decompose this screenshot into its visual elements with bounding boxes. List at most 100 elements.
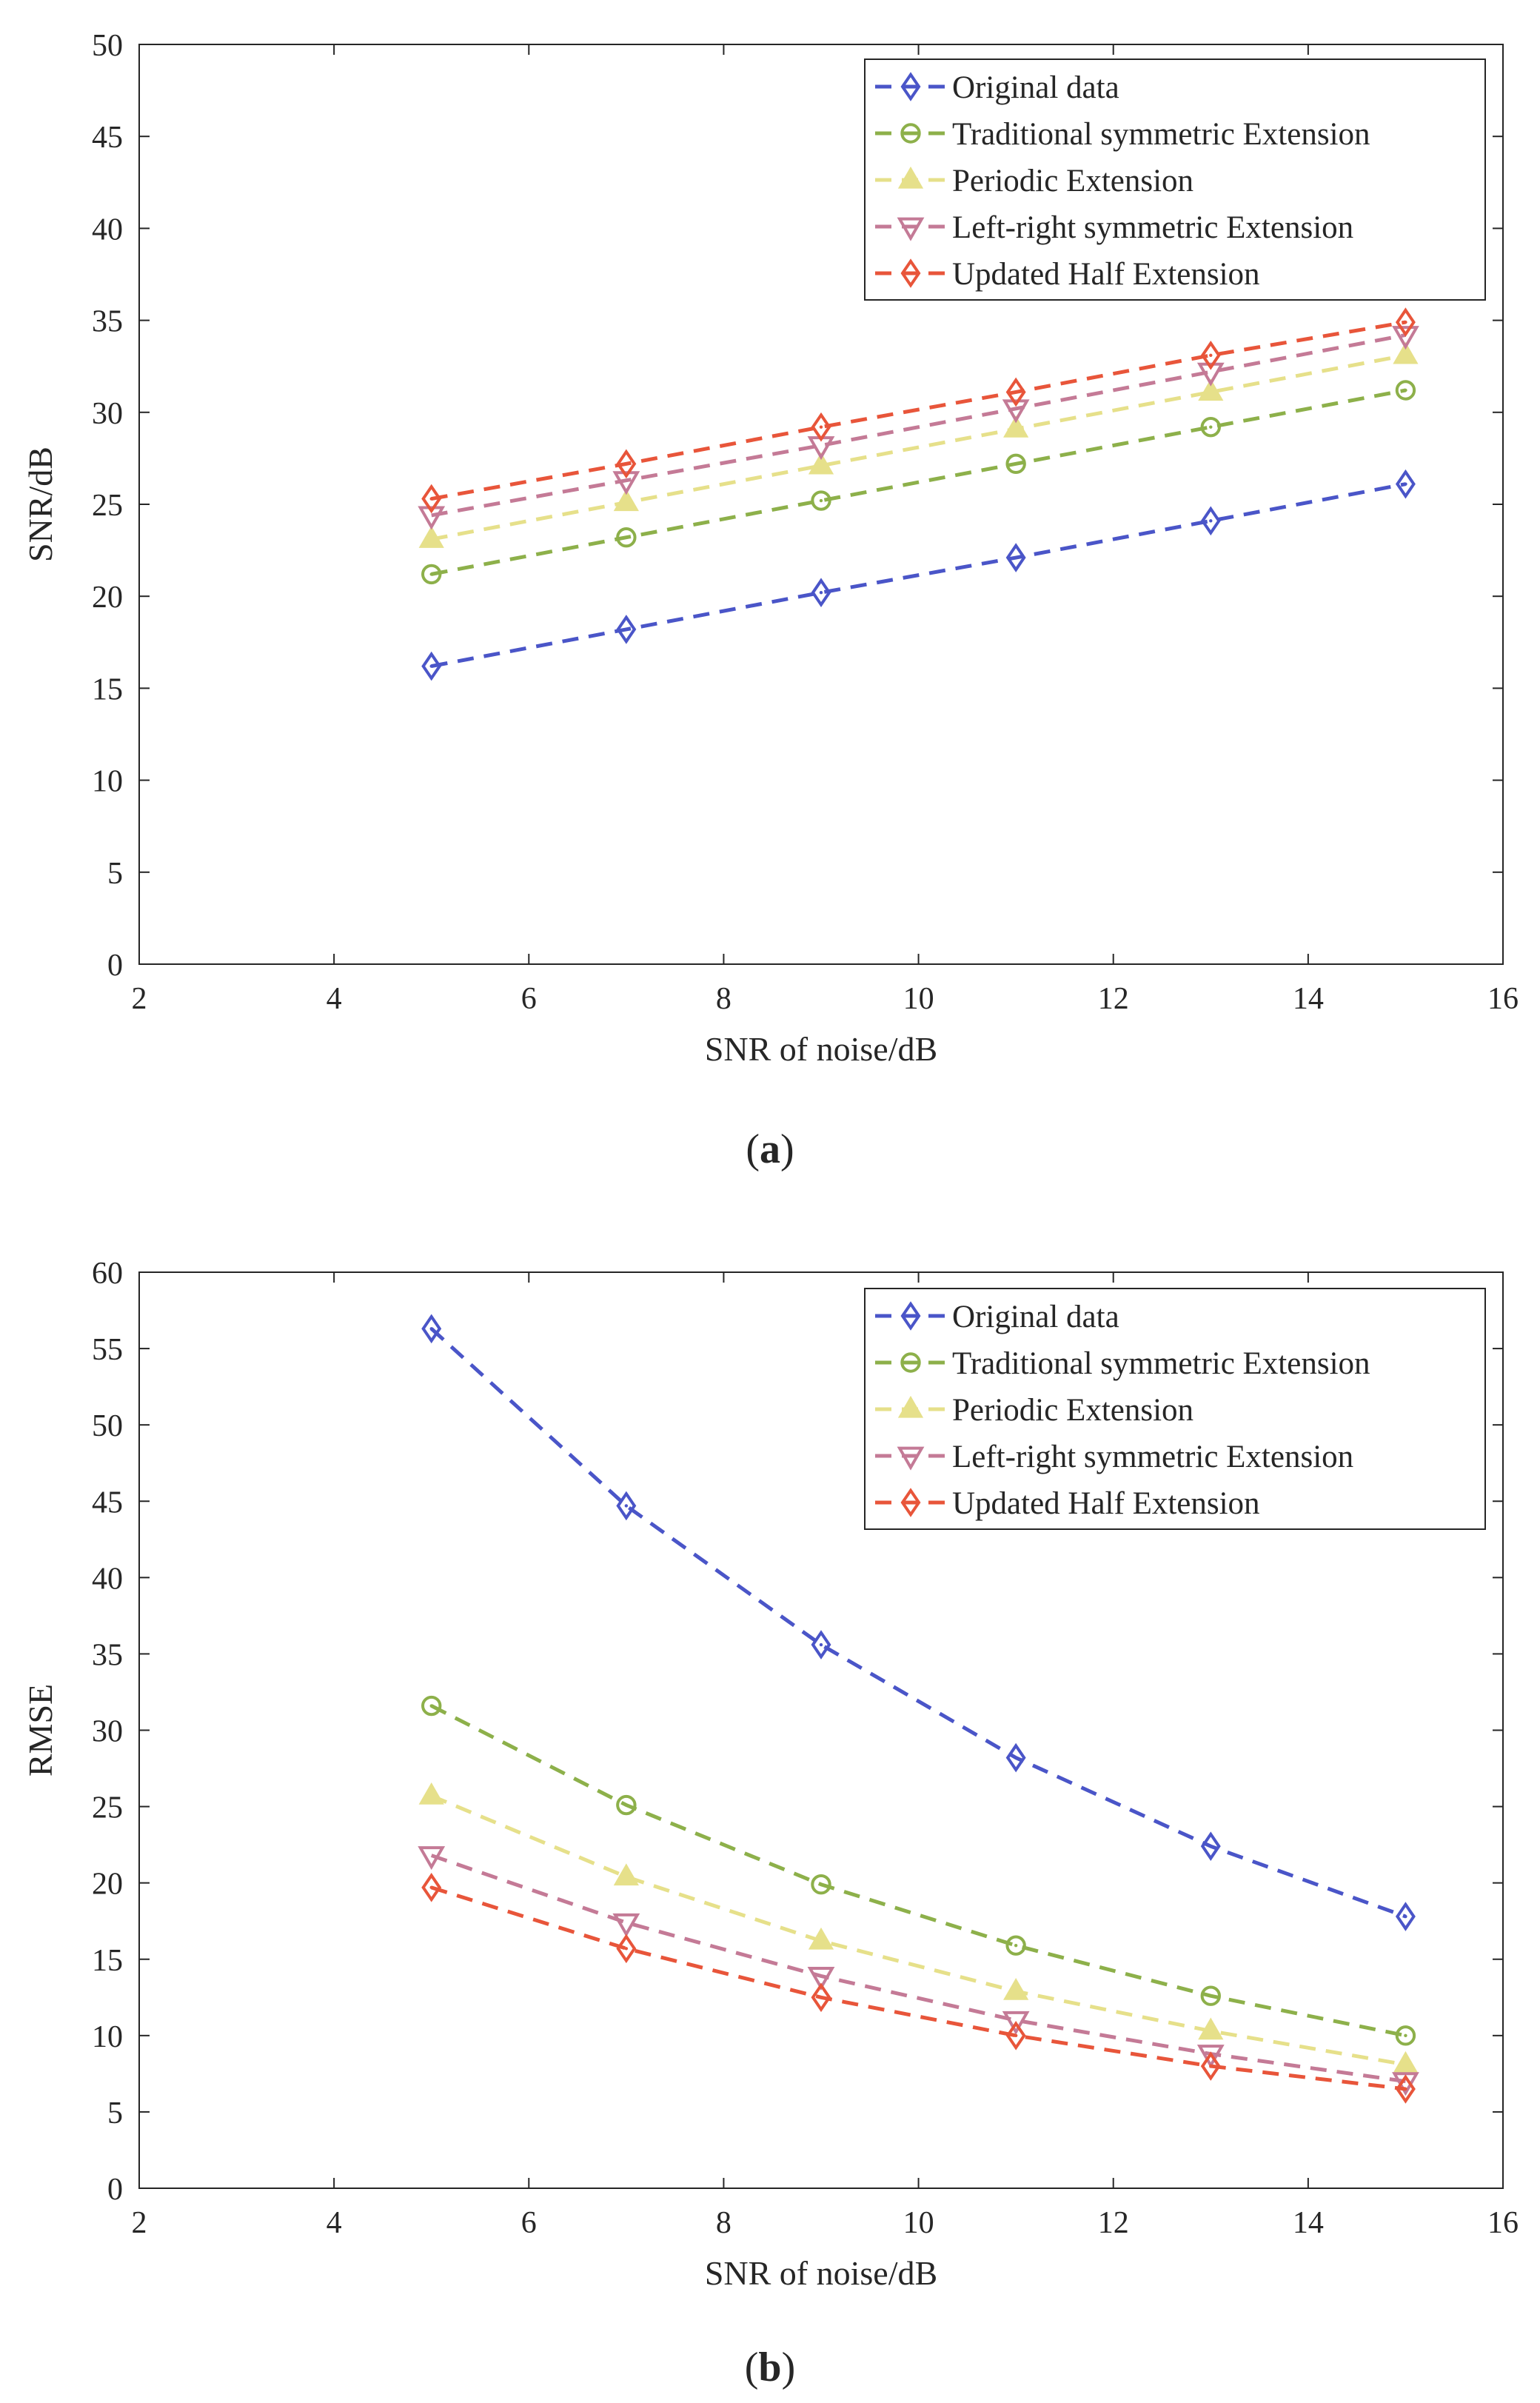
series-1: [421, 1695, 1416, 2046]
data-point: [612, 471, 640, 495]
data-point: [1005, 377, 1026, 407]
y-tick-label: 45: [92, 1485, 123, 1520]
chart-a: 2 4 6 8 10 12 14 16 0 5 10 15 20 25 30 35 40 45 50 SNR of n…: [21, 29, 1519, 1172]
series-line: [430, 1854, 1406, 2084]
y-tick-label: 55: [92, 1333, 123, 1367]
data-point: [811, 1982, 831, 2013]
data-point: [1395, 307, 1416, 337]
data-point: [808, 1927, 834, 1950]
legend-label: Traditional symmetric Extension: [952, 1346, 1370, 1381]
data-point: [811, 1630, 831, 1660]
data-point: [616, 527, 637, 548]
data-point: [1200, 1831, 1221, 1861]
y-tick-label: 15: [92, 672, 123, 706]
data-point-dot: [624, 535, 629, 539]
data-point-dot: [1014, 2033, 1018, 2038]
legend-marker: [897, 1395, 924, 1418]
x-tick-label: 10: [903, 2206, 934, 2240]
x-tick-label: 12: [1098, 982, 1129, 1016]
legend-box: [864, 59, 1486, 301]
data-point-dot: [624, 627, 629, 632]
data-point: [807, 1967, 835, 1991]
data-point-dot: [429, 572, 433, 576]
series-4: [421, 1873, 1416, 2104]
series-line: [431, 353, 1406, 541]
data-point: [1198, 2017, 1224, 2040]
legend-marker: [897, 166, 924, 189]
data-point: [1395, 2025, 1416, 2046]
data-point-dot: [429, 664, 433, 668]
series-line: [430, 1704, 1406, 2038]
x-tick-label: 10: [903, 982, 934, 1016]
data-point: [616, 449, 637, 479]
legend-marker: [900, 72, 921, 101]
caption-paren-close: ): [780, 1126, 794, 1172]
data-point: [1196, 2045, 1225, 2069]
data-point: [418, 1782, 444, 1805]
series-2: [418, 1782, 1419, 2073]
x-tick-label: 2: [132, 982, 147, 1016]
legend-marker: [897, 1446, 925, 1471]
data-point-dot: [1209, 353, 1213, 357]
y-axis-label: RMSE: [21, 1684, 59, 1777]
data-point-dot: [819, 1996, 823, 1999]
data-point-dot: [1209, 1844, 1213, 1848]
data-point-dot: [819, 1882, 823, 1886]
data-point-dot: [429, 1704, 433, 1708]
legend-marker: [900, 1352, 921, 1373]
x-axis-label: SNR of noise/dB: [705, 2254, 937, 2292]
y-tick-label: 40: [92, 1562, 123, 1596]
data-point: [1005, 543, 1026, 572]
data-point: [1200, 506, 1221, 536]
legend-marker: [900, 1488, 921, 1517]
y-tick-label: 0: [107, 2173, 123, 2207]
legend-label: Updated Half Extension: [952, 1486, 1260, 1521]
data-point: [421, 1873, 442, 1902]
series-3: [418, 326, 1419, 530]
data-point: [421, 484, 442, 514]
y-axis-label: SNR/dB: [21, 447, 59, 562]
data-point: [1395, 380, 1416, 401]
data-point-dot: [429, 1885, 433, 1890]
y-tick-label: 30: [92, 1715, 123, 1749]
y-tick-label: 30: [92, 397, 123, 431]
y-tick-label: 5: [107, 857, 123, 891]
x-tick-label: 16: [1487, 982, 1519, 1016]
series-line: [431, 320, 1406, 501]
data-point: [421, 651, 442, 681]
x-tick-label: 4: [327, 982, 342, 1016]
data-point: [421, 564, 442, 585]
series-1: [421, 380, 1416, 585]
data-point: [616, 1491, 637, 1521]
y-tick-label: 50: [92, 1409, 123, 1443]
data-point: [1395, 469, 1416, 499]
y-tick-label: 50: [92, 29, 123, 63]
data-point-dot: [819, 498, 823, 503]
data-point: [1002, 399, 1030, 424]
data-point: [421, 1695, 442, 1717]
data-point: [1200, 416, 1221, 438]
legend-label: Original data: [952, 70, 1119, 105]
data-point: [1200, 340, 1221, 370]
legend-label: Original data: [952, 1300, 1119, 1334]
data-point-dot: [1404, 1914, 1407, 1919]
y-tick-label: 35: [92, 305, 123, 339]
data-point: [811, 1874, 831, 1895]
legend-marker-dot: [908, 84, 913, 89]
y-tick-label: 20: [92, 1868, 123, 1902]
legend-marker: [900, 123, 921, 144]
caption-letter: b: [758, 2344, 781, 2390]
data-point-dot: [819, 425, 823, 429]
data-point: [1393, 341, 1419, 364]
series-line: [431, 388, 1406, 576]
data-point-dot: [819, 591, 823, 595]
data-point: [613, 489, 639, 512]
data-point: [1005, 453, 1026, 475]
legend-label: Left-right symmetric Extension: [952, 1440, 1353, 1474]
series-2: [418, 341, 1419, 548]
legend-label: Traditional symmetric Extension: [952, 117, 1370, 152]
y-tick-label: 0: [107, 949, 123, 983]
legend-marker: [900, 1301, 921, 1331]
data-point-dot: [624, 1947, 629, 1951]
